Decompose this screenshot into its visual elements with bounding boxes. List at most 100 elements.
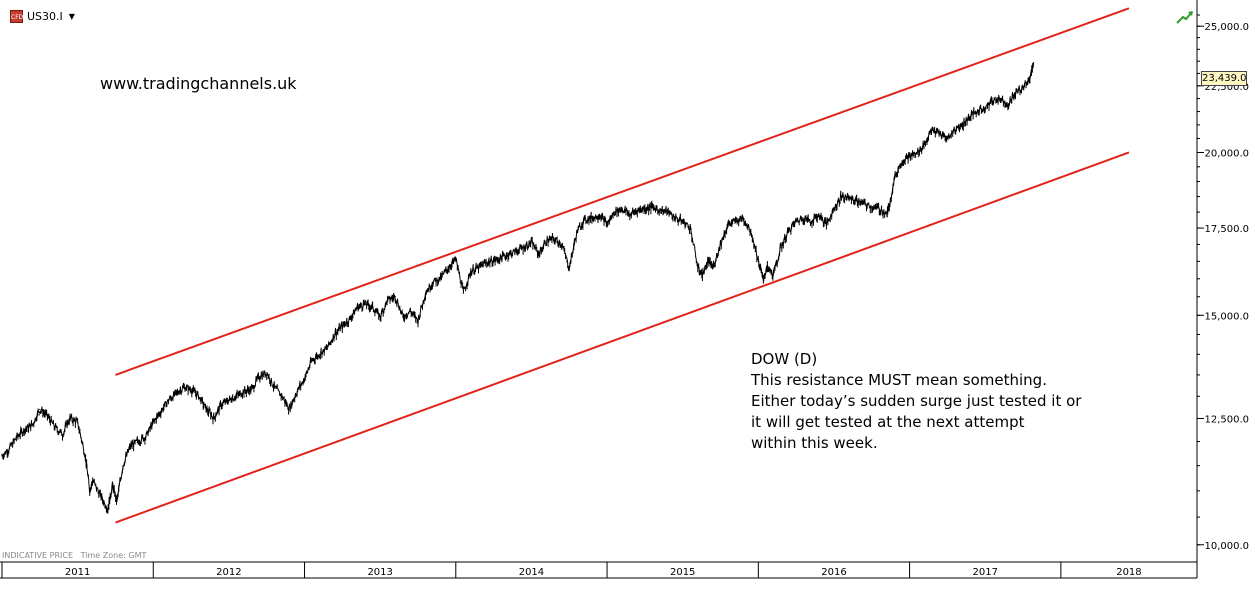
price-point [39, 408, 41, 411]
price-point [243, 391, 245, 393]
price-point [122, 465, 124, 467]
price-point [1014, 92, 1017, 94]
price-point [889, 202, 891, 204]
price-point [682, 221, 684, 223]
price-point [92, 480, 94, 482]
price-point [909, 156, 911, 158]
price-point [198, 395, 200, 397]
price-point [561, 243, 563, 246]
x-tick-label: 2013 [367, 567, 392, 578]
price-point [727, 224, 729, 226]
channel-lower-line [115, 151, 1130, 524]
price-point [757, 260, 759, 262]
annotation-line: Either today’s sudden surge just tested … [751, 392, 1082, 410]
y-tick-label: 15,000.0 [1204, 311, 1249, 322]
price-point [99, 495, 101, 497]
price-point [969, 116, 971, 118]
price-point [1022, 87, 1024, 89]
price-point [228, 400, 230, 402]
price-point [946, 137, 949, 140]
price-point [629, 214, 631, 216]
price-point [538, 253, 540, 256]
price-point [689, 227, 691, 229]
symbol-selector[interactable]: CFD US30.I ▼ [10, 7, 75, 25]
price-point [402, 316, 404, 318]
symbol-label[interactable]: US30.I [27, 9, 63, 23]
price-point [84, 455, 86, 457]
price-point [31, 424, 33, 426]
price-point [356, 307, 359, 309]
price-point [931, 129, 933, 131]
y-tick-label: 10,000.0 [1204, 541, 1249, 552]
indicative-price-label: INDICATIVE PRICE [2, 551, 73, 560]
y-tick-label: 25,000.0 [1204, 22, 1249, 33]
price-point [447, 267, 449, 269]
price-point [111, 485, 113, 487]
price-point [205, 408, 207, 411]
price-point [977, 111, 979, 113]
price-point [659, 209, 661, 212]
price-point [326, 347, 328, 349]
trend-up-icon[interactable] [1176, 10, 1194, 24]
price-point [235, 395, 238, 397]
price-point [810, 221, 812, 223]
price-point [470, 271, 472, 273]
annotation-line: DOW (D) [751, 350, 818, 368]
price-point [992, 100, 994, 102]
price-point [440, 278, 442, 280]
price-point [788, 230, 790, 232]
price-point [387, 299, 389, 301]
price-point [636, 209, 638, 212]
price-point [500, 257, 502, 259]
axis-layer: 10,000.0 12,500.0 15,000.0 17,500.0 20,000.0… [0, 0, 1249, 579]
price-point [1007, 104, 1009, 106]
price-point [145, 436, 147, 438]
price-point [583, 219, 586, 221]
price-point [175, 393, 177, 395]
price-point [303, 378, 306, 380]
price-point [273, 387, 275, 389]
price-point [281, 395, 283, 397]
footer-note: INDICATIVE PRICE Time Zone: GMT [2, 551, 146, 560]
price-point [61, 433, 64, 436]
price-point [886, 214, 888, 216]
price-point [167, 400, 169, 402]
price-point [916, 153, 918, 155]
price-point [432, 281, 434, 283]
price-point [364, 303, 366, 305]
price-point [266, 372, 268, 374]
price-point [568, 267, 570, 269]
price-point [130, 445, 132, 447]
price-point [606, 224, 608, 226]
price-point [701, 274, 704, 276]
price-point [546, 240, 548, 242]
price-point [485, 262, 487, 264]
price-point [893, 177, 896, 180]
price-point [553, 238, 555, 241]
annotation-line: it will get tested at the next attempt [751, 413, 1025, 431]
chevron-down-icon[interactable]: ▼ [68, 11, 75, 21]
price-point [46, 415, 49, 417]
last-price-tag: 23,439.0 [1201, 71, 1247, 86]
price-point [341, 326, 343, 328]
x-tick-label: 2018 [1116, 567, 1141, 578]
price-point [319, 353, 321, 355]
price-point [825, 224, 828, 226]
price-point [674, 217, 676, 219]
price-layer [1, 62, 1035, 514]
y-tick-label: 17,500.0 [1204, 224, 1249, 235]
price-point [735, 221, 737, 223]
price-point [417, 320, 419, 322]
price-point [1033, 62, 1035, 64]
price-point [901, 160, 903, 162]
x-tick-label: 2014 [519, 567, 544, 578]
price-point [707, 260, 710, 262]
price-point [954, 129, 956, 131]
chart-annotation: DOW (D) This resistance MUST mean someth… [751, 349, 1171, 454]
price-point [116, 500, 118, 502]
price-point [818, 214, 820, 216]
price-point [961, 124, 964, 126]
price-point [750, 230, 752, 232]
